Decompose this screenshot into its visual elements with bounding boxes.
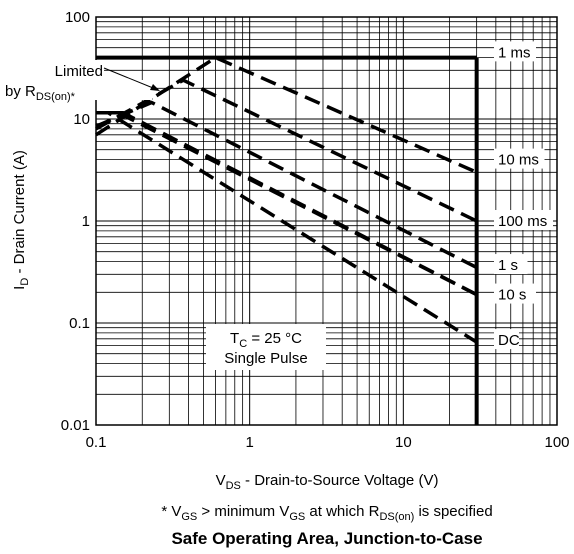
- y-tick-label: 1: [82, 213, 90, 230]
- x-tick-label: 100: [544, 434, 569, 451]
- curve-label-bg: [494, 210, 553, 230]
- curve-label-bg: [494, 283, 536, 304]
- soa-curves: [95, 55, 478, 344]
- condition-box: TC = 25 °C Single Pulse: [206, 324, 326, 370]
- condition-line1: TC = 25 °C: [230, 330, 302, 350]
- grid-lines: [95, 17, 557, 426]
- curve-label: 10 ms: [498, 152, 539, 169]
- curve-100-ms: [95, 100, 478, 270]
- x-axis-label: VDS - Drain-to-Source Voltage (V): [216, 472, 439, 492]
- curve-1-ms: [95, 55, 478, 174]
- condition-line2: Single Pulse: [224, 350, 307, 367]
- curve-label-bg: [494, 254, 528, 275]
- x-tick-label: 0.1: [86, 434, 107, 451]
- x-tick-label: 10: [395, 434, 412, 451]
- y-tick-label: 100: [65, 9, 90, 26]
- y-tick-label: 10: [73, 111, 90, 128]
- y-axis-label: ID - Drain Current (A): [11, 150, 31, 290]
- limit-annotation-line2: by RDS(on)*: [5, 83, 76, 103]
- curve-label: 1 s: [498, 257, 518, 274]
- curve-label: 100 ms: [498, 213, 547, 230]
- limit-annotation: Limited by RDS(on)*: [2, 60, 160, 103]
- curve-label: 10 s: [498, 287, 526, 304]
- curve-label: DC: [498, 332, 520, 349]
- y-tick-label: 0.01: [61, 417, 90, 434]
- limit-annotation-line1: Limited: [55, 63, 103, 80]
- plot-frame: [95, 16, 558, 426]
- curve-10-s: [96, 111, 478, 297]
- curve-label-bg: [494, 329, 519, 350]
- curve-label-bg: [494, 148, 545, 169]
- limit-arrow-line: [103, 67, 159, 91]
- limit-arrow-head: [150, 84, 160, 91]
- curve-labels: 1 ms 10 ms 100 ms 1 s 10 s DC: [494, 41, 553, 350]
- curve-label-bg: [494, 41, 536, 62]
- footnote: * VGS > minimum VGS at which RDS(on) is …: [161, 503, 492, 523]
- x-tick-label: 1: [245, 434, 253, 451]
- y-tick-label: 0.1: [69, 315, 90, 332]
- soa-boundary: [96, 55, 479, 425]
- curve-label: 1 ms: [498, 44, 531, 61]
- chart-title: Safe Operating Area, Junction-to-Case: [171, 529, 482, 548]
